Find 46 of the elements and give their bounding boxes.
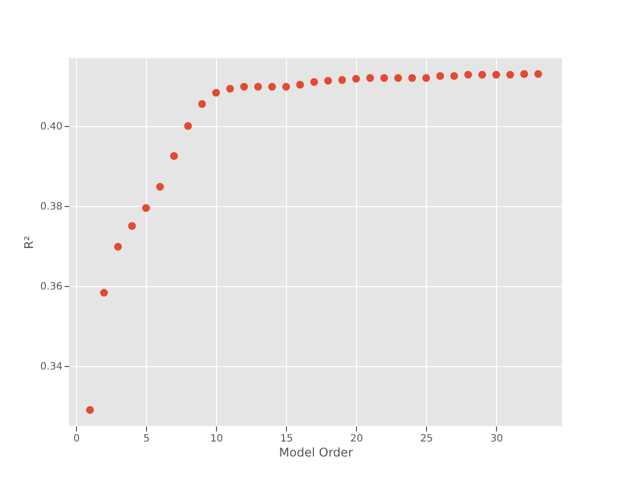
point — [450, 72, 458, 80]
x-tick-label: 20 — [350, 434, 363, 444]
point — [198, 100, 206, 108]
y-tick-label: 0.34 — [40, 362, 62, 372]
x-tick-label: 5 — [143, 434, 150, 444]
point — [492, 70, 500, 79]
point — [520, 70, 528, 78]
x-tick-label: 10 — [210, 434, 223, 444]
point — [338, 76, 346, 84]
point — [464, 70, 472, 79]
point — [310, 78, 318, 86]
point — [156, 182, 164, 191]
point — [114, 242, 122, 251]
point — [296, 80, 304, 89]
point — [254, 82, 262, 91]
x-tick-label: 30 — [490, 434, 504, 444]
y-axis-title: R² — [22, 236, 36, 250]
point — [170, 152, 178, 160]
point — [422, 74, 430, 82]
x-axis-title: Model Order — [279, 446, 354, 460]
point — [226, 84, 234, 93]
x-tick-label: 15 — [280, 434, 293, 444]
point — [394, 74, 402, 82]
point — [408, 74, 416, 82]
y-tick-label: 0.38 — [40, 202, 62, 212]
point — [128, 222, 136, 230]
point — [100, 288, 108, 297]
point — [268, 82, 276, 91]
point — [436, 72, 444, 80]
x-tick-label: 25 — [420, 434, 434, 444]
point — [534, 70, 542, 78]
point — [240, 82, 248, 91]
point — [506, 70, 514, 79]
point — [142, 204, 150, 212]
point — [380, 74, 388, 82]
point — [352, 74, 360, 83]
point — [282, 82, 290, 91]
y-tick-label: 0.40 — [40, 122, 62, 132]
y-tick-label: 0.36 — [40, 282, 62, 292]
point — [184, 122, 192, 130]
point — [478, 70, 486, 79]
point — [212, 88, 220, 97]
point — [366, 74, 374, 82]
point — [324, 76, 332, 85]
x-tick-label: 0 — [73, 434, 80, 444]
point — [86, 406, 94, 414]
